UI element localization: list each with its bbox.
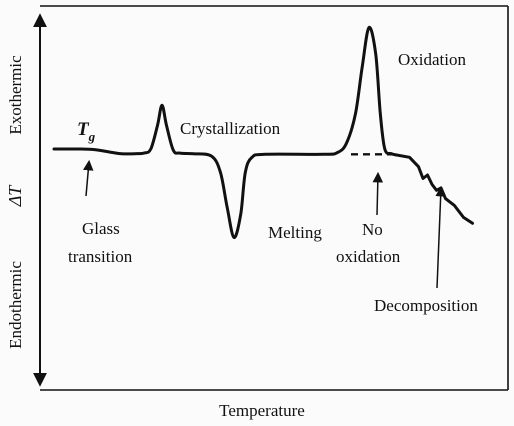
tg-symbol: T — [77, 119, 90, 140]
decomposition-curve — [394, 153, 474, 225]
dsc-main-curve — [52, 25, 398, 240]
y-axis-label-delta-t: ΔT — [5, 184, 25, 208]
glass-transition-arrow — [83, 159, 94, 197]
tg-label: Tg — [77, 119, 96, 144]
no-oxidation-label-line2: oxidation — [336, 247, 401, 266]
no-oxidation-arrow — [372, 171, 384, 216]
crystallization-label: Crystallization — [180, 119, 281, 138]
melting-label: Melting — [268, 223, 322, 242]
decomposition-label: Decomposition — [374, 296, 478, 315]
no-oxidation-label-line1: No — [362, 220, 383, 239]
oxidation-label: Oxidation — [398, 50, 466, 69]
glass-transition-label-line2: transition — [68, 247, 133, 266]
decomposition-arrow — [435, 185, 446, 289]
x-axis-label: Temperature — [219, 401, 305, 420]
glass-transition-label-line1: Glass — [82, 219, 120, 238]
y-axis-label-endothermic: Endothermic — [6, 261, 25, 349]
y-axis-label-exothermic: Exothermic — [6, 55, 25, 135]
tg-subscript: g — [88, 129, 96, 144]
